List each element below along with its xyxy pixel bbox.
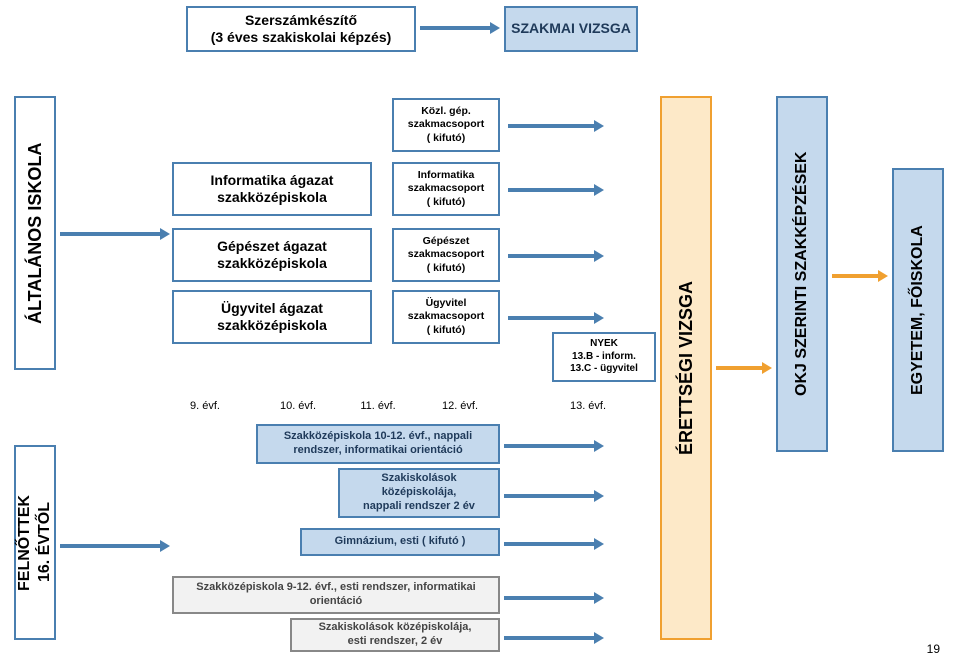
year-12: 12. évf. (430, 400, 490, 412)
col1-informatika: Informatika ágazat szakközépiskola (172, 162, 372, 216)
arrow-c2-1 (508, 184, 604, 196)
top-exam: SZAKMAI VIZSGA (504, 6, 638, 52)
arrow-left-1 (60, 228, 170, 240)
arrow-top (420, 22, 500, 34)
arrow-left-2 (60, 540, 170, 552)
col1-ugyvitel: Ügyvitel ágazat szakközépiskola (172, 290, 372, 344)
arrow-er-okj (716, 362, 772, 374)
egyetem-bar: EGYETEM, FŐISKOLA (892, 168, 944, 452)
left-bar-adult: FELNŐTTEK 16. ÉVTŐL (14, 445, 56, 640)
arrow-c2-0 (508, 120, 604, 132)
col2-kozl: Közl. gép. szakmacsoport ( kifutó) (392, 98, 500, 152)
okj-bar: OKJ SZERINTI SZAKKÉPZÉSEK (776, 96, 828, 452)
nyek-box: NYEK 13.B - inform. 13.C - ügyvitel (552, 332, 656, 382)
arrow-bot-1 (504, 632, 604, 644)
bottom-szakkozep: Szakközépiskola 9-12. évf., esti rendsze… (172, 576, 500, 614)
mid-gimnazium: Gimnázium, esti ( kifutó ) (300, 528, 500, 556)
arrow-bot-0 (504, 592, 604, 604)
mid-szakisk: Szakiskolások középiskolája, nappali ren… (338, 468, 500, 518)
col1-gepeszet: Gépészet ágazat szakközépiskola (172, 228, 372, 282)
arrow-okj-egy (832, 270, 888, 282)
page-number: 19 (927, 642, 940, 656)
mid-szakkozep: Szakközépiskola 10-12. évf., nappali ren… (256, 424, 500, 464)
bottom-szakisk: Szakiskolások középiskolája, esti rendsz… (290, 618, 500, 652)
col2-ugyvitel: Ügyvitel szakmacsoport ( kifutó) (392, 290, 500, 344)
arrow-mid-1 (504, 490, 604, 502)
top-tool: Szerszámkészítő (3 éves szakiskolai képz… (186, 6, 416, 52)
year-10: 10. évf. (268, 400, 328, 412)
arrow-mid-2 (504, 538, 604, 550)
year-11: 11. évf. (348, 400, 408, 412)
col2-gepeszet: Gépészet szakmacsoport ( kifutó) (392, 228, 500, 282)
arrow-mid-0 (504, 440, 604, 452)
arrow-c2-2 (508, 250, 604, 262)
col2-info: Informatika szakmacsoport ( kifutó) (392, 162, 500, 216)
year-13: 13. évf. (558, 400, 618, 412)
erettsegi-bar: ÉRETTSÉGI VIZSGA (660, 96, 712, 640)
left-bar-general: ÁLTALÁNOS ISKOLA (14, 96, 56, 370)
arrow-c2-3 (508, 312, 604, 324)
year-9: 9. évf. (180, 400, 230, 412)
